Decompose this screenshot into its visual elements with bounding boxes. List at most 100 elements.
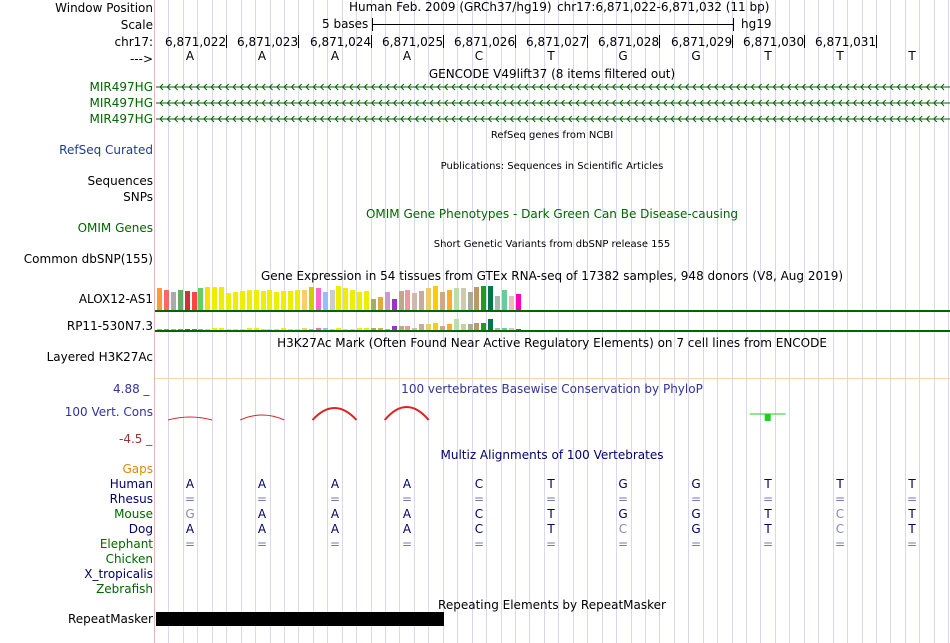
gtex-bar[interactable] [260, 329, 266, 330]
gtex-bar[interactable] [446, 290, 452, 310]
species-label[interactable]: Mouse [114, 507, 153, 521]
gtex-bar[interactable] [329, 329, 335, 330]
sequences-label[interactable]: Sequences [87, 174, 153, 188]
gencode-gene-label[interactable]: MIR497HG [89, 112, 153, 126]
gtex-bar[interactable] [405, 290, 411, 310]
omim-track-title[interactable]: OMIM Gene Phenotypes - Dark Green Can Be… [365, 207, 739, 221]
gtex-bar[interactable] [343, 329, 349, 330]
gtex-bar[interactable] [288, 291, 294, 310]
gtex-bar[interactable] [343, 288, 349, 310]
gtex-bar[interactable] [322, 292, 328, 310]
gtex-bar[interactable] [308, 329, 314, 330]
gtex-bar[interactable] [260, 291, 266, 310]
gtex-bar[interactable] [219, 328, 225, 330]
gtex-bar[interactable] [439, 326, 445, 330]
gtex-bar[interactable] [288, 329, 294, 330]
conservation-label[interactable]: 100 Vert. Cons [64, 405, 153, 419]
gtex-bar[interactable] [239, 291, 245, 310]
species-label[interactable]: Rhesus [109, 492, 153, 506]
gtex-bar[interactable] [474, 323, 480, 330]
h3k27ac-label[interactable]: Layered H3K27Ac [46, 350, 153, 364]
gtex-bar[interactable] [460, 288, 466, 310]
gtex-bar[interactable] [295, 290, 300, 310]
gtex-bar[interactable] [508, 296, 514, 310]
gtex-bar[interactable] [226, 329, 231, 330]
gtex-bar[interactable] [191, 329, 197, 330]
gtex-bar[interactable] [205, 287, 211, 310]
gtex-bar[interactable] [474, 287, 480, 310]
gtex-bar[interactable] [453, 319, 459, 330]
gtex-gene-2-label[interactable]: RP11-530N7.3 [66, 319, 153, 333]
gtex-bar[interactable] [329, 290, 335, 310]
publications-track-title[interactable]: Publications: Sequences in Scientific Ar… [440, 161, 664, 172]
gencode-gene-label[interactable]: MIR497HG [89, 96, 153, 110]
gtex-bar[interactable] [232, 329, 238, 330]
gtex-track-title[interactable]: Gene Expression in 54 tissues from GTEx … [260, 269, 844, 283]
gtex-bar[interactable] [170, 292, 176, 310]
gtex-bar[interactable] [184, 329, 190, 330]
dbsnp-track-title[interactable]: Short Genetic Variants from dbSNP releas… [433, 239, 671, 250]
gtex-bar[interactable] [177, 290, 183, 310]
gtex-bar[interactable] [495, 296, 501, 310]
gtex-bar[interactable] [267, 329, 273, 330]
gtex-bar[interactable] [426, 324, 432, 330]
gtex-bar[interactable] [267, 290, 273, 310]
gtex-bar[interactable] [370, 299, 376, 310]
gtex-bar[interactable] [212, 328, 218, 330]
gtex-bar[interactable] [281, 328, 287, 330]
gtex-bar[interactable] [515, 294, 521, 310]
dbsnp-label[interactable]: Common dbSNP(155) [23, 252, 153, 266]
repeatmasker-label[interactable]: RepeatMasker [67, 612, 153, 626]
gtex-bar[interactable] [253, 328, 259, 330]
gtex-bar[interactable] [508, 328, 514, 330]
gtex-bar[interactable] [433, 286, 438, 310]
gtex-bar[interactable] [357, 292, 363, 310]
gtex-bar[interactable] [232, 292, 238, 310]
gtex-bar[interactable] [433, 323, 438, 330]
gtex-bar[interactable] [163, 329, 169, 330]
gtex-bar[interactable] [502, 290, 507, 310]
gtex-bar[interactable] [453, 288, 459, 310]
gtex-bar[interactable] [419, 324, 425, 330]
gtex-bar[interactable] [398, 326, 404, 330]
gtex-bar[interactable] [219, 287, 225, 310]
gtex-bar[interactable] [412, 293, 418, 310]
gtex-bar[interactable] [481, 323, 487, 330]
refseq-track-title[interactable]: RefSeq genes from NCBI [490, 130, 614, 141]
gtex-bar[interactable] [384, 329, 390, 330]
gtex-bar[interactable] [315, 288, 321, 310]
gtex-bar[interactable] [315, 328, 321, 330]
gtex-bar[interactable] [170, 329, 176, 330]
gtex-bar[interactable] [295, 329, 300, 330]
gtex-bar[interactable] [157, 288, 162, 310]
gtex-bar[interactable] [384, 292, 390, 310]
gtex-bar[interactable] [157, 329, 162, 330]
gtex-bar[interactable] [502, 328, 507, 330]
species-label[interactable]: Zebrafish [96, 582, 153, 596]
gtex-bar[interactable] [281, 291, 287, 310]
gtex-bar[interactable] [212, 287, 218, 310]
gtex-bar[interactable] [301, 290, 307, 310]
gtex-bar[interactable] [177, 329, 183, 330]
gtex-bar[interactable] [350, 329, 356, 330]
gtex-bar[interactable] [246, 328, 252, 330]
species-label[interactable]: Elephant [99, 537, 153, 551]
repeatmasker-element[interactable] [156, 612, 444, 626]
gtex-bar[interactable] [253, 290, 259, 310]
h3k27ac-track-title[interactable]: H3K27Ac Mark (Often Found Near Active Re… [277, 336, 827, 350]
species-label[interactable]: Gaps [122, 462, 153, 476]
gtex-bar[interactable] [488, 286, 494, 310]
species-label[interactable]: Chicken [105, 552, 153, 566]
gtex-bar[interactable] [226, 293, 231, 310]
gtex-bar[interactable] [198, 329, 204, 330]
gtex-bar[interactable] [446, 324, 452, 330]
refseq-label[interactable]: RefSeq Curated [59, 143, 153, 157]
species-label[interactable]: Human [109, 477, 153, 491]
gtex-bar[interactable] [481, 286, 487, 310]
gtex-bar[interactable] [184, 291, 190, 310]
gtex-bar[interactable] [495, 328, 501, 330]
gtex-bar[interactable] [467, 324, 473, 330]
gtex-bar[interactable] [419, 291, 425, 310]
